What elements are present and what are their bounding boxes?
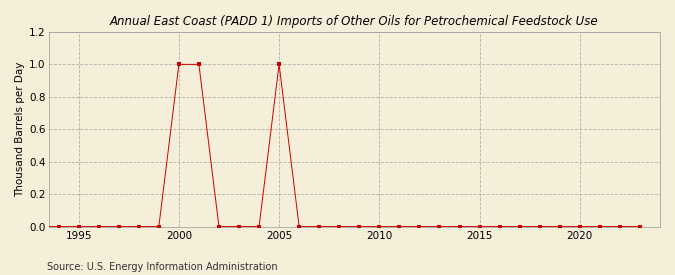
Point — [194, 62, 205, 67]
Text: Source: U.S. Energy Information Administration: Source: U.S. Energy Information Administ… — [47, 262, 278, 272]
Point — [93, 224, 104, 229]
Point — [273, 62, 284, 67]
Point — [434, 224, 445, 229]
Point — [254, 224, 265, 229]
Point — [595, 224, 605, 229]
Point — [153, 224, 164, 229]
Point — [354, 224, 364, 229]
Point — [74, 224, 84, 229]
Title: Annual East Coast (PADD 1) Imports of Other Oils for Petrochemical Feedstock Use: Annual East Coast (PADD 1) Imports of Ot… — [110, 15, 599, 28]
Point — [535, 224, 545, 229]
Point — [414, 224, 425, 229]
Point — [394, 224, 405, 229]
Point — [634, 224, 645, 229]
Point — [614, 224, 625, 229]
Point — [474, 224, 485, 229]
Point — [334, 224, 345, 229]
Point — [314, 224, 325, 229]
Point — [374, 224, 385, 229]
Point — [454, 224, 465, 229]
Point — [134, 224, 144, 229]
Point — [514, 224, 525, 229]
Point — [554, 224, 565, 229]
Point — [173, 62, 184, 67]
Point — [213, 224, 224, 229]
Point — [574, 224, 585, 229]
Point — [494, 224, 505, 229]
Point — [113, 224, 124, 229]
Point — [53, 224, 64, 229]
Point — [234, 224, 244, 229]
Y-axis label: Thousand Barrels per Day: Thousand Barrels per Day — [15, 62, 25, 197]
Point — [294, 224, 304, 229]
Point — [33, 224, 44, 229]
